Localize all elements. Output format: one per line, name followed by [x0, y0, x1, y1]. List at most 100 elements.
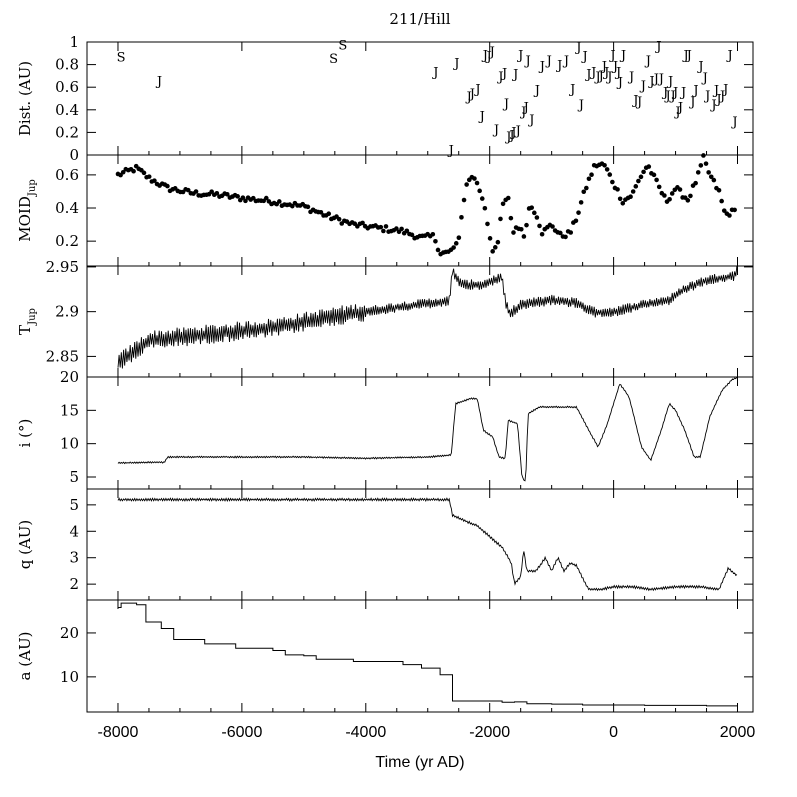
encounter-mark: J: [661, 86, 668, 101]
x-tick-label: 2000: [720, 724, 756, 741]
series-line-incl: [117, 376, 738, 482]
moid-point: [409, 232, 415, 238]
moid-point: [477, 188, 482, 194]
moid-point: [326, 211, 332, 217]
encounter-mark: J: [568, 82, 575, 97]
moid-point: [482, 205, 488, 211]
moid-point: [404, 228, 410, 234]
y-tick-label-moid: 0.4: [55, 199, 79, 217]
encounter-mark: J: [580, 50, 587, 65]
moid-point: [120, 169, 126, 175]
moid-point: [474, 180, 480, 186]
encounter-mark: J: [718, 89, 725, 104]
y-axis-label-sub-tjup: Jup: [27, 308, 38, 326]
encounter-mark: J: [589, 65, 596, 80]
encounter-mark: J: [594, 70, 601, 85]
encounter-mark: J: [511, 68, 518, 83]
y-axis-label-tjup: TJup: [16, 308, 38, 335]
moid-point: [435, 247, 441, 253]
moid-point: [461, 197, 467, 203]
moid-point: [677, 187, 683, 192]
encounter-mark: J: [644, 54, 651, 69]
moid-point: [505, 195, 511, 201]
moid-point: [581, 189, 587, 195]
encounter-mark: J: [600, 60, 607, 75]
panel-frame-q: [86, 488, 754, 601]
panel-frame-a: [86, 599, 754, 713]
encounter-mark: J: [619, 48, 626, 63]
moid-point: [708, 174, 714, 180]
encounter-mark: J: [523, 54, 530, 69]
encounter-mark: J: [562, 54, 569, 69]
y-axis-label-incl: i (°): [16, 419, 34, 448]
moid-point: [263, 195, 269, 201]
moid-point: [633, 184, 639, 189]
encounter-mark: J: [597, 69, 604, 84]
x-tick-label: -4000: [345, 724, 386, 741]
moid-point: [654, 177, 659, 183]
moid-point: [495, 239, 501, 245]
y-tick-label-q: 2: [69, 575, 79, 593]
moid-point: [558, 230, 563, 236]
moid-point: [152, 178, 157, 183]
moid-point: [240, 195, 246, 200]
encounter-mark: J: [696, 60, 703, 75]
moid-point: [464, 182, 469, 187]
moid-point: [732, 207, 737, 213]
moid-point: [638, 174, 644, 180]
moid-point: [698, 163, 704, 168]
moid-point: [487, 236, 493, 241]
moid-point: [456, 235, 462, 240]
encounter-mark: J: [664, 89, 671, 104]
y-axis-label-dist: Dist. (AU): [16, 61, 34, 136]
encounter-mark: J: [701, 71, 708, 86]
encounter-mark: J: [478, 109, 485, 124]
encounter-mark: J: [507, 129, 514, 144]
encounter-mark: J: [155, 74, 162, 89]
moid-point: [669, 191, 675, 196]
encounter-mark: J: [516, 48, 523, 63]
encounter-mark: J: [468, 87, 475, 102]
moid-point: [479, 196, 485, 201]
encounter-mark: S: [329, 52, 338, 67]
encounter-mark: J: [605, 70, 612, 85]
encounter-mark: J: [602, 65, 609, 80]
y-tick-label-dist: 1: [69, 33, 79, 51]
encounter-mark: J: [473, 82, 480, 97]
y-tick-label-tjup: 2.95: [46, 258, 79, 276]
moid-point: [492, 245, 498, 250]
encounter-mark: J: [504, 130, 511, 145]
moid-point: [695, 170, 701, 175]
moid-point: [185, 187, 191, 193]
moid-point: [243, 198, 248, 204]
y-tick-label-a: 10: [60, 668, 79, 686]
encounter-mark: J: [631, 94, 638, 109]
moid-point: [500, 201, 506, 207]
moid-point: [490, 249, 495, 254]
encounter-mark: J: [666, 74, 673, 89]
encounter-mark: J: [514, 124, 521, 139]
moid-point: [667, 196, 672, 202]
moid-point: [628, 194, 633, 199]
chart-title: 211/Hill: [389, 10, 450, 28]
encounter-mark: J: [712, 83, 719, 98]
moid-point: [620, 200, 626, 206]
moid-point: [165, 183, 170, 189]
panel-frame-moid: [86, 154, 754, 267]
moid-point: [472, 176, 477, 181]
encounter-mark: J: [533, 83, 540, 98]
encounter-mark: J: [500, 67, 507, 82]
encounter-mark: J: [509, 125, 516, 140]
moid-point: [568, 230, 574, 235]
encounter-mark: J: [671, 86, 678, 101]
encounter-mark: J: [574, 41, 581, 56]
moid-point: [381, 228, 386, 234]
encounter-mark: J: [577, 98, 584, 113]
moid-point: [433, 238, 438, 244]
encounter-mark: J: [725, 48, 732, 63]
moid-point: [636, 178, 641, 184]
encounter-mark: S: [338, 38, 347, 53]
moid-point: [602, 162, 607, 168]
moid-point: [451, 245, 456, 250]
